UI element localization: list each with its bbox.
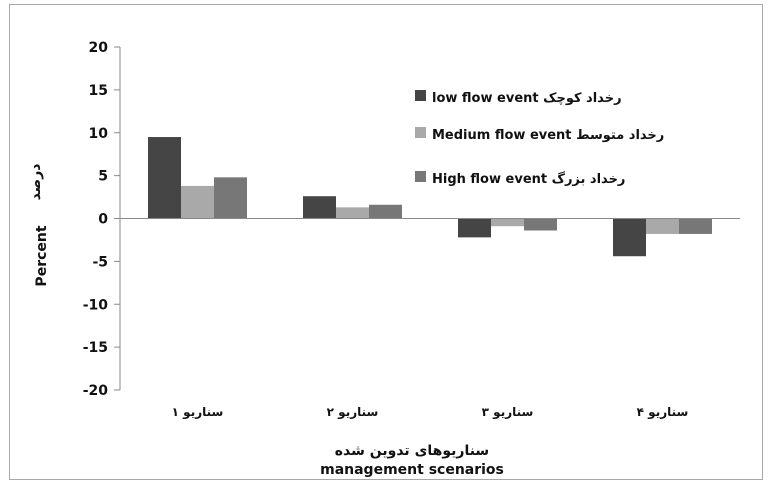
y-tick-label: 5 <box>98 169 108 185</box>
y-tick-label: 0 <box>98 212 108 228</box>
y-tick-label: -20 <box>83 383 109 399</box>
y-axis-title: Percent <box>34 225 50 286</box>
legend-marker <box>415 127 426 138</box>
x-tick-label: سناریو ۴ <box>637 405 689 420</box>
legend-marker <box>415 90 426 101</box>
bar <box>679 218 712 234</box>
legend-marker <box>415 171 426 182</box>
legend-label: High flow event رخداد بزرگ <box>432 170 625 187</box>
legend-label: low flow event رخداد کوچک <box>432 91 622 106</box>
legend-label: Medium flow event رخداد متوسط <box>432 128 664 143</box>
bar <box>181 185 214 219</box>
y-tick-label: 20 <box>89 40 109 56</box>
y-tick-label: 10 <box>89 126 109 142</box>
bar <box>303 196 336 219</box>
bar <box>214 177 247 219</box>
x-tick-label: سناریو ۳ <box>482 405 534 420</box>
y-tick-label: 15 <box>89 83 108 99</box>
y-tick-label: -15 <box>83 340 108 356</box>
plot-area: 20 15 10 5 0 -5 -10 -15 -20 <box>83 40 740 399</box>
bar <box>369 204 402 219</box>
x-tick-label: سناریو ۲ <box>327 405 379 420</box>
legend <box>415 90 426 182</box>
bar <box>524 218 557 231</box>
x-axis-title-fa: سناریوهای تدوین شده <box>335 443 489 459</box>
y-tick-label: -10 <box>83 297 109 313</box>
x-axis-title: management scenarios <box>320 462 504 478</box>
bar <box>336 207 369 219</box>
bar <box>458 218 491 238</box>
bar <box>646 218 679 234</box>
y-axis-title-fa: درصد <box>28 164 44 201</box>
bar <box>491 218 524 227</box>
y-tick-label: -5 <box>92 254 108 270</box>
x-tick-label: سناریو ۱ <box>172 405 224 420</box>
bar <box>613 218 646 257</box>
bar <box>148 137 181 219</box>
